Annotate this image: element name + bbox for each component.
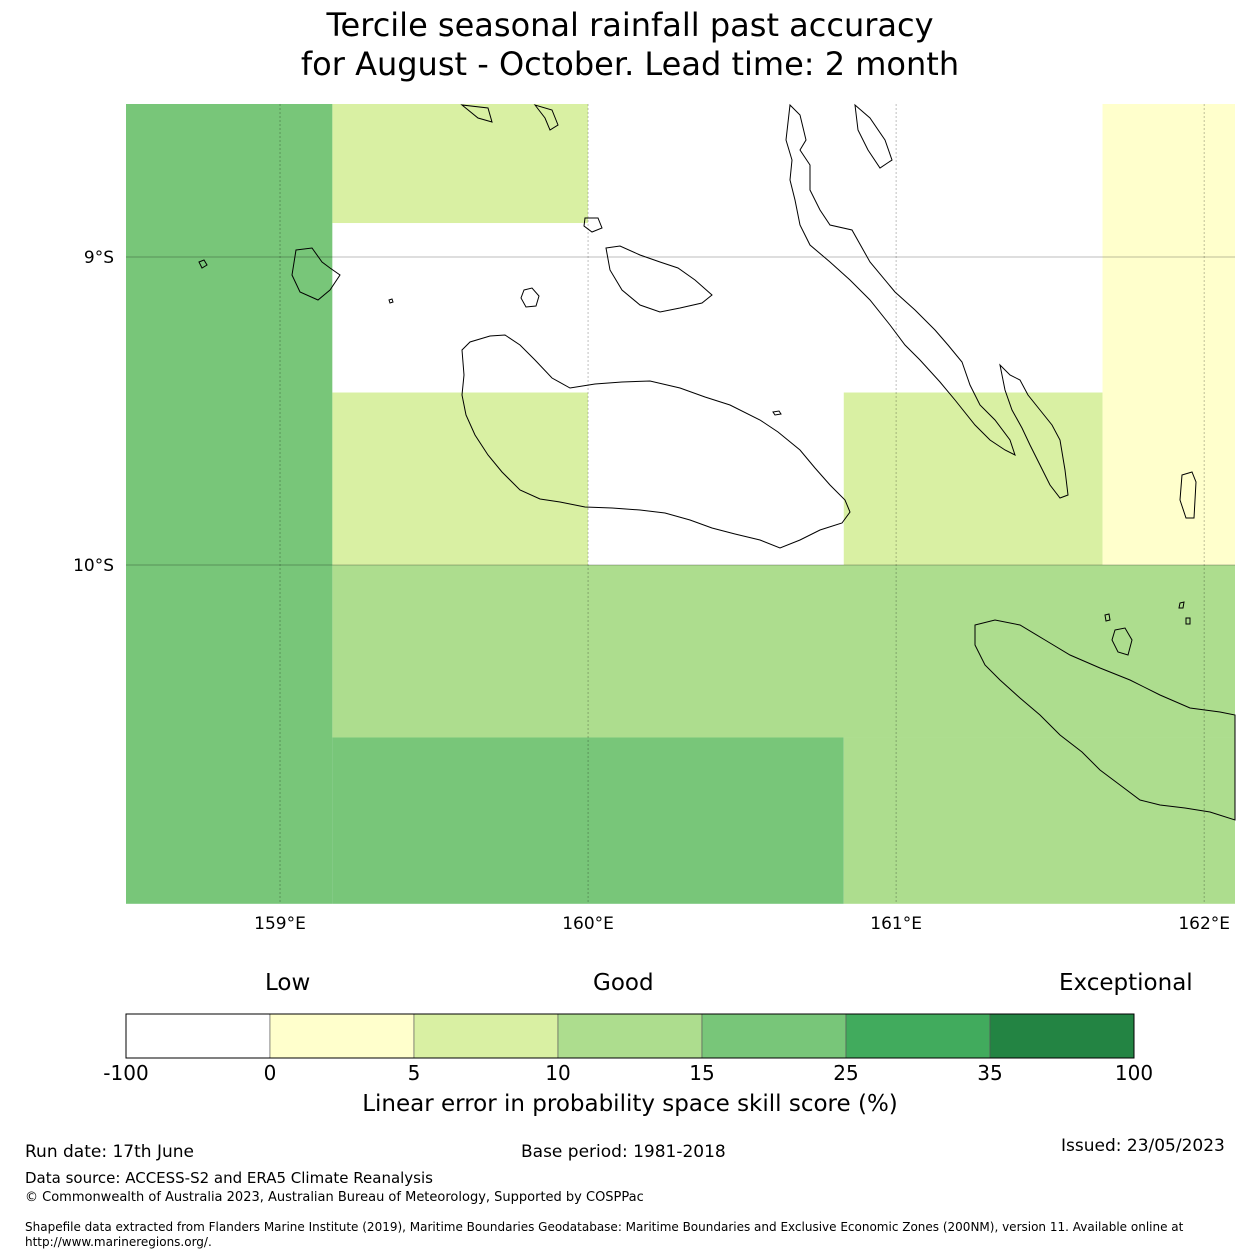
skill-cell [332,223,589,393]
colorbar-tick: -100 [103,1061,149,1085]
latitude-label: 9°S [84,248,114,268]
skill-cell [332,565,1235,738]
skill-cell [843,737,1235,904]
island-savo [520,287,540,308]
graticule [126,104,1235,904]
colorbar-swatch [413,1013,559,1059]
colorbar-swatch [557,1013,703,1059]
skill-map: 159°E 160°E 161°E 162°E 9°S 10°S [73,103,1236,934]
skill-cell [1102,104,1235,565]
island-makira [974,619,1236,821]
island-malaita [785,103,1016,456]
colorbar-tick: 100 [1114,1061,1154,1085]
island-north-2 [533,104,559,131]
longitude-label: 160°E [562,914,614,934]
colorbar-label: Linear error in probability space skill … [362,1091,898,1117]
colorbar-tick: 10 [545,1061,571,1085]
run-date: Run date: 17th June [25,1142,194,1162]
island-small-3 [772,410,782,416]
longitude-label: 161°E [870,914,922,934]
island-florida [605,245,713,313]
island-east-1 [1179,471,1197,519]
colorbar-category-low: Low [265,970,311,996]
skill-cell [588,104,1103,393]
island-nggela-pile [583,217,603,233]
colorbar-swatch [125,1013,271,1059]
colorbar-swatch [269,1013,415,1059]
island-guadalcanal [461,334,851,549]
colorbar-tick: 15 [689,1061,715,1085]
longitude-label: 162°E [1178,914,1230,934]
copyright: © Commonwealth of Australia 2023, Austra… [25,1190,644,1205]
map-title-line2: for August - October. Lead time: 2 month [300,45,960,83]
island-east-2 [1104,613,1111,622]
colorbar-tick: 25 [833,1061,859,1085]
shapefile-credit: Shapefile data extracted from Flanders M… [25,1220,1184,1249]
base-period: Base period: 1981-2018 [521,1142,726,1162]
data-source: Data source: ACCESS-S2 and ERA5 Climate … [25,1169,433,1187]
island-east-3 [1178,601,1185,609]
longitude-label: 159°E [254,914,306,934]
colorbar-tick: 35 [977,1061,1003,1085]
island-north-1 [460,104,493,123]
colorbar-category-exceptional: Exceptional [1059,970,1193,996]
colorbar-swatch [989,1013,1135,1059]
map-title-line1: Tercile seasonal rainfall past accuracy [326,6,934,44]
island-east-4 [1185,617,1191,625]
latitude-label: 10°S [73,556,114,576]
skill-grid-cells [126,104,1235,904]
island-small-1 [198,259,208,269]
colorbar-swatch [701,1013,847,1059]
colorbar [125,1013,1135,1059]
issued-date: Issued: 23/05/2023 [1061,1136,1225,1156]
coastlines [198,103,1236,821]
skill-cell [126,104,333,904]
island-small-2 [388,298,394,304]
skill-cell [843,392,1103,565]
skill-cell [332,737,844,904]
skill-cell [588,392,844,565]
island-ugi [1111,627,1133,656]
island-russell [291,247,341,301]
colorbar-category-good: Good [593,970,654,996]
skill-cell [332,104,589,224]
colorbar-tick: 0 [263,1061,277,1085]
colorbar-tick: 5 [407,1061,421,1085]
axis-labels: 159°E 160°E 161°E 162°E 9°S 10°S [73,248,1230,934]
island-maramasike [999,363,1069,499]
colorbar-frame [125,1013,1135,1059]
colorbar-swatch [845,1013,991,1059]
island-malaita-north [854,103,893,169]
skill-cell [332,392,589,565]
